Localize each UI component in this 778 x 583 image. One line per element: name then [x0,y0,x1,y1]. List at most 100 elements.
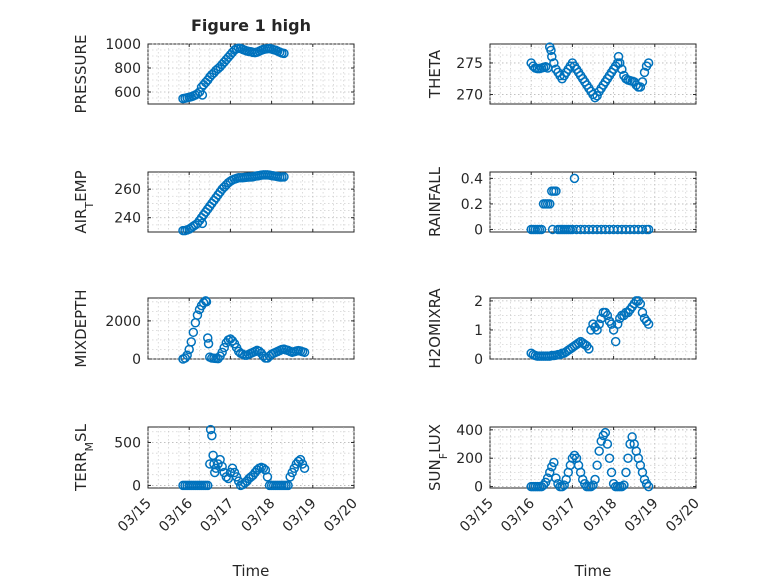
y-tick-label: 260 [114,182,141,198]
data-point [557,481,567,492]
y-axis-label: RAINFALL [426,166,444,237]
y-tick-label: 240 [114,211,141,227]
data-point [602,439,613,449]
data-point [299,347,310,358]
x-tick-label: 03/20 [321,496,361,536]
data-point [639,67,650,78]
data-point [602,310,613,321]
data-point [584,344,594,354]
y-tick-label: 600 [114,85,141,101]
panel-1: 600 800 1000 PRESSURE [72,35,355,113]
plot-area [147,426,355,489]
data-point [202,333,213,343]
y-axis-label: THETA [426,49,444,99]
data-point [201,297,212,307]
data-point [536,224,547,235]
y-tick-label: 500 [114,435,141,451]
panel-6: 0 1 2 H2OMIXRA [426,288,697,369]
data-point [209,467,220,478]
y-tick-label: 275 [456,56,483,72]
data-point [610,336,621,347]
data-point [600,427,611,438]
data-point [637,77,648,87]
panel-2: 270 275 THETA [426,42,697,105]
data-point [619,480,629,490]
data-point [217,461,227,472]
data-point [592,91,602,101]
data-point [540,61,551,72]
data-point [186,337,197,347]
y-tick-label: 1000 [105,37,141,53]
data-point [547,51,557,62]
y-axis-label: SUNFLUX [426,424,450,491]
data-point [188,327,199,338]
panel-8: 03/15 03/16 03/17 03/18 03/19 03/20 0 200 400 SUN… [426,423,703,580]
data-point [635,82,646,92]
y-tick-label: 0 [132,478,141,494]
data-point [202,480,213,491]
data-point [182,350,192,360]
data-point [205,424,216,435]
y-tick-label: 0 [132,352,141,368]
x-tick-label: 03/17 [539,496,579,536]
data-point [643,481,654,492]
data-point [546,45,556,56]
x-axis-label: Time [232,562,270,580]
data-point [197,90,208,100]
y-tick-label: 0 [474,222,483,238]
data-point [207,430,217,441]
data-point [623,453,633,463]
data-point [592,460,602,471]
panel-7: 03/15 03/16 03/17 03/18 03/19 03/20 0 500 TERRMS… [72,423,361,580]
data-point [590,474,600,485]
data-point [635,299,646,309]
data-point [551,186,561,196]
y-axis-label: MIXDEPTH [72,289,90,367]
data-point [279,48,289,59]
data-point [569,173,580,184]
plot-area [489,426,697,489]
x-tick-label: 03/18 [581,496,621,536]
y-tick-label: 0.4 [461,171,483,187]
data-point [617,481,627,492]
data-point [217,347,227,358]
data-point [279,172,289,182]
y-tick-label: 400 [456,423,483,439]
data-point [549,457,559,468]
data-point [594,446,604,456]
y-tick-label: 1 [474,323,483,339]
data-point [613,51,624,62]
y-axis-label: TERRMSL [72,423,96,492]
data-point [544,467,555,478]
data-point [559,480,569,490]
x-tick-label: 03/19 [280,496,320,536]
data-point [621,467,631,478]
data-point [192,310,203,320]
data-point [588,480,598,490]
data-point [617,64,627,75]
data-point [643,224,654,235]
x-tick-label: 03/19 [622,496,662,536]
x-tick-label: 03/16 [498,495,538,535]
data-point [549,58,559,68]
y-axis-label: H2OMIXRA [426,288,444,369]
data-point [194,87,205,97]
y-tick-label: 270 [456,88,483,104]
y-tick-label: 800 [114,61,141,77]
data-point [258,463,269,473]
data-point [637,224,648,235]
data-point [192,89,203,99]
x-tick-label: 03/17 [197,496,237,536]
data-point [643,319,654,329]
panel-3: 240 260 AIRTEMP [72,170,355,236]
panel-5: 0 2000 MIXDEPTH [72,289,355,368]
data-point [586,481,596,492]
data-point [262,472,273,482]
data-point [551,473,561,483]
y-tick-label: 0 [474,480,483,496]
data-point [573,338,584,348]
data-point [283,480,293,491]
data-point [592,325,602,335]
data-point [606,319,617,329]
